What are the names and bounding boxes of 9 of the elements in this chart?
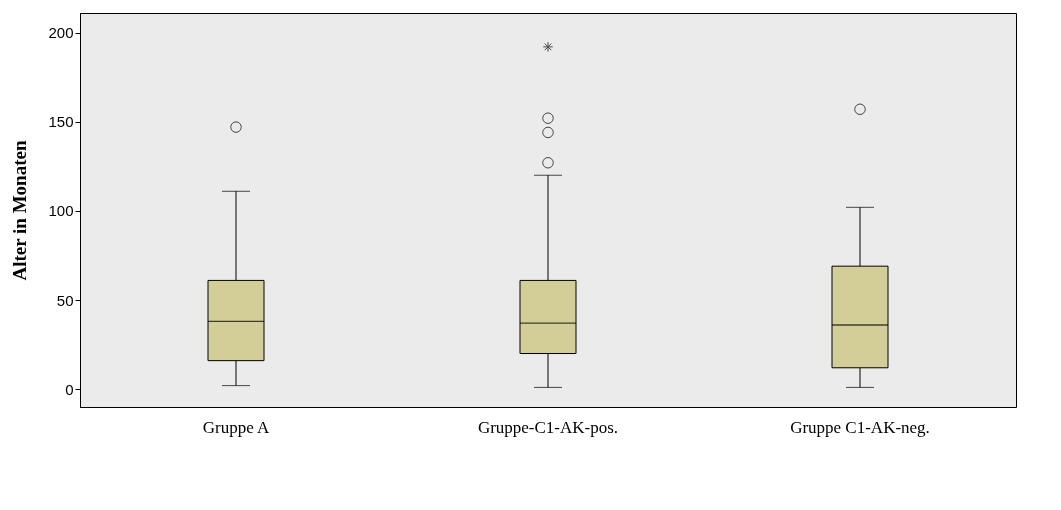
y-tick-label: 50 [56,291,74,309]
y-tick-label: 150 [48,113,74,131]
x-tick-label: Gruppe C1-AK-neg. [790,417,930,437]
y-axis-title: Alter in Monaten [9,140,31,281]
x-tick-label: Gruppe-C1-AK-pos. [477,417,619,437]
x-tick-label: Gruppe A [202,417,271,437]
y-tick-label: 0 [65,380,74,398]
y-tick-label: 200 [48,24,74,42]
y-tick-label: 100 [48,202,74,220]
